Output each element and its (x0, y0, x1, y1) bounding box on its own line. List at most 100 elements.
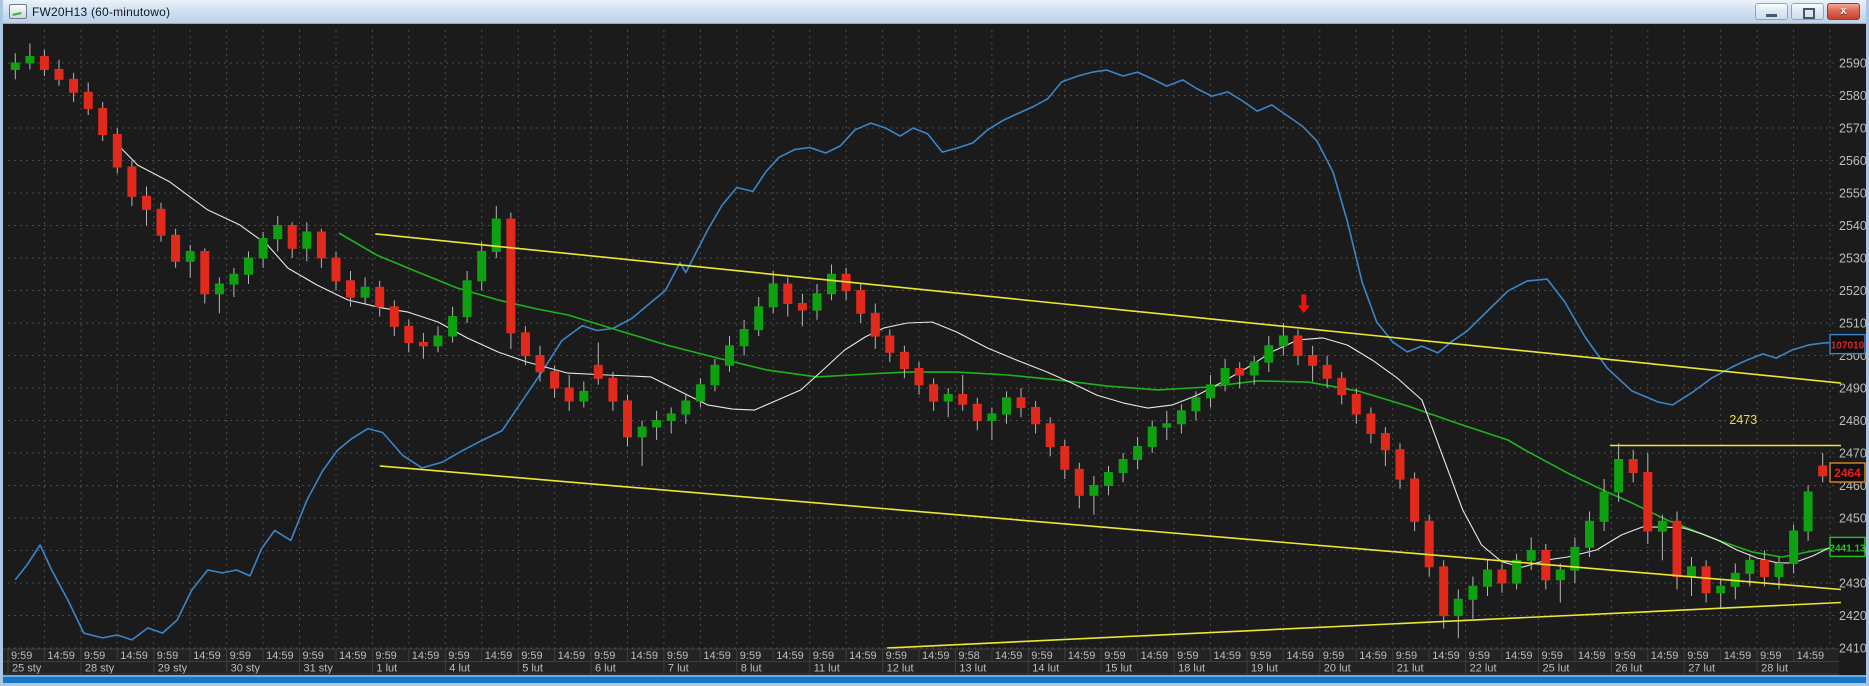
minimize-button[interactable] (1755, 3, 1788, 20)
svg-text:28 lut: 28 lut (1761, 663, 1788, 675)
svg-text:9:59: 9:59 (1469, 650, 1490, 662)
candle (448, 316, 458, 337)
upper-channel-line (375, 233, 1842, 384)
candle (1614, 459, 1624, 493)
candle (1789, 530, 1799, 564)
svg-text:2464: 2464 (1834, 466, 1861, 480)
svg-text:9:59: 9:59 (303, 650, 324, 662)
candle (142, 195, 151, 210)
svg-text:14:59: 14:59 (120, 650, 148, 662)
close-button[interactable]: x (1827, 3, 1860, 20)
candle (1045, 423, 1055, 448)
svg-text:2540: 2540 (1839, 219, 1866, 233)
svg-text:14:59: 14:59 (1505, 650, 1533, 662)
svg-text:9:59: 9:59 (1542, 650, 1563, 662)
svg-text:12 lut: 12 lut (887, 663, 914, 675)
svg-text:14:59: 14:59 (1286, 650, 1314, 662)
svg-text:2490: 2490 (1839, 382, 1866, 396)
candle (244, 257, 253, 275)
svg-text:14:59: 14:59 (1797, 650, 1825, 662)
horizontal-scrollbar[interactable] (3, 675, 1866, 683)
restore-icon (1803, 8, 1815, 19)
svg-text:9:59: 9:59 (813, 650, 834, 662)
candle (1759, 559, 1769, 578)
candle (1745, 559, 1755, 574)
candle (1599, 491, 1609, 522)
svg-text:14:59: 14:59 (776, 650, 804, 662)
window-title: FW20H13 (60-minutowo) (32, 4, 171, 19)
svg-text:14:59: 14:59 (47, 650, 75, 662)
svg-text:14:59: 14:59 (558, 650, 586, 662)
time-axis: 9:59 14:59 9:59 14:59 9:59 14:59 9:59 14:59 9:59… (3, 648, 1839, 662)
svg-text:28 sty: 28 sty (85, 663, 115, 675)
candle (1628, 459, 1638, 473)
candle (433, 335, 443, 347)
svg-text:14:59: 14:59 (1651, 650, 1679, 662)
candle (98, 108, 108, 135)
lower-channel-line (379, 465, 1842, 591)
svg-text:9:59: 9:59 (157, 650, 178, 662)
svg-text:14 lut: 14 lut (1032, 663, 1059, 675)
svg-text:14:59: 14:59 (849, 650, 877, 662)
svg-text:2590: 2590 (1839, 57, 1866, 71)
svg-text:20 lut: 20 lut (1324, 663, 1351, 675)
candle (1002, 397, 1011, 415)
candle (564, 387, 574, 402)
candle (54, 69, 64, 80)
svg-text:2450: 2450 (1839, 512, 1866, 526)
candle (1570, 546, 1580, 571)
svg-text:29 sty: 29 sty (158, 663, 188, 675)
overlay-value-label: 107010 (1829, 333, 1866, 355)
candle (1687, 566, 1696, 578)
svg-text:9:59: 9:59 (1614, 650, 1635, 662)
candle (695, 384, 705, 402)
svg-text:14:59: 14:59 (412, 650, 440, 662)
candle (754, 306, 764, 331)
svg-text:1 lut: 1 lut (376, 663, 397, 675)
candle (943, 394, 953, 402)
svg-text:25 lut: 25 lut (1543, 663, 1570, 675)
candle (1657, 520, 1667, 532)
svg-text:2550: 2550 (1839, 187, 1866, 201)
candle (1016, 397, 1026, 409)
candle (637, 426, 647, 438)
svg-text:9:59: 9:59 (1396, 650, 1417, 662)
svg-text:9:59: 9:59 (1250, 650, 1271, 662)
svg-text:2480: 2480 (1839, 414, 1866, 428)
svg-text:6 lut: 6 lut (595, 663, 616, 675)
candle (1818, 465, 1828, 477)
candle (681, 400, 691, 415)
candle (827, 273, 836, 295)
svg-text:8 lut: 8 lut (741, 663, 762, 675)
svg-text:15 lut: 15 lut (1105, 663, 1132, 675)
svg-text:14:59: 14:59 (1359, 650, 1387, 662)
svg-text:9:59: 9:59 (84, 650, 105, 662)
candle (812, 293, 822, 311)
title-bar[interactable]: FW20H13 (60-minutowo) x (3, 0, 1866, 24)
candle (1468, 585, 1478, 600)
candle (535, 355, 545, 373)
candles-layer (10, 43, 1828, 639)
svg-text:9:59: 9:59 (667, 650, 688, 662)
candle (1235, 368, 1245, 376)
candle (83, 91, 93, 110)
svg-text:25 sty: 25 sty (12, 663, 42, 675)
candle (1410, 478, 1420, 522)
svg-text:9:58: 9:58 (958, 650, 979, 662)
svg-text:2570: 2570 (1839, 122, 1866, 136)
candle (593, 364, 603, 379)
candle (506, 218, 516, 334)
candle (1060, 446, 1070, 470)
restore-button[interactable] (1791, 3, 1824, 20)
candle (1249, 361, 1259, 376)
svg-text:2410: 2410 (1839, 642, 1866, 656)
price-chart[interactable]: 2473 2590 2580 2570 2560 2550 2540 2530 2520 2510… (3, 24, 1866, 683)
candle (1526, 550, 1536, 561)
svg-text:5 lut: 5 lut (522, 663, 543, 675)
svg-text:9:59: 9:59 (375, 650, 396, 662)
candle (797, 303, 807, 311)
candle (579, 390, 589, 402)
candle (1293, 335, 1303, 356)
candle (491, 218, 501, 252)
